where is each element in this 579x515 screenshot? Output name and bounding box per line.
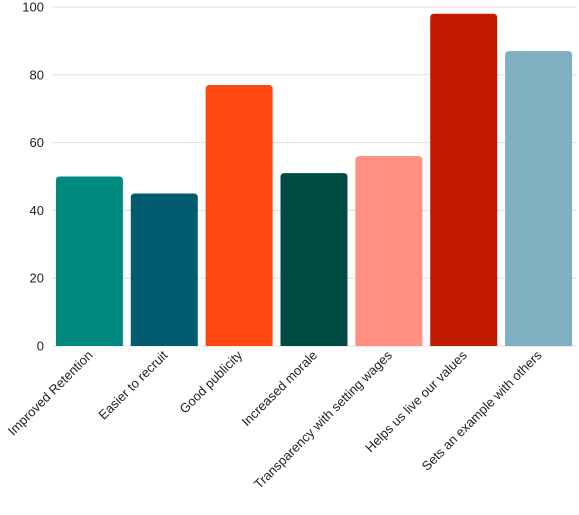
bar — [130, 193, 198, 346]
y-axis-ticks: 0 20 40 60 80 100 — [22, 0, 44, 354]
x-axis-labels: Improved Retention Easier to recruit Good … — [5, 347, 545, 491]
y-tick-label: 40 — [30, 203, 44, 218]
bar — [205, 84, 273, 346]
x-tick-label: Transparency with setting wages — [251, 347, 395, 491]
y-tick-label: 0 — [37, 339, 44, 354]
y-tick-label: 100 — [22, 0, 44, 15]
y-tick-label: 60 — [30, 135, 44, 150]
x-tick-label: Sets an example with others — [419, 347, 545, 473]
bar — [430, 13, 498, 347]
y-tick-label: 80 — [30, 67, 44, 82]
y-tick-label: 20 — [30, 271, 44, 286]
x-tick-label: Easier to recruit — [95, 347, 170, 422]
x-tick-label: Increased morale — [238, 348, 320, 430]
bar — [55, 176, 123, 346]
bar — [280, 173, 348, 346]
bar — [505, 51, 573, 346]
bars — [55, 13, 573, 347]
bar — [355, 156, 423, 346]
x-tick-label: Good publicity — [176, 347, 245, 416]
x-tick-label: Improved Retention — [5, 348, 96, 439]
